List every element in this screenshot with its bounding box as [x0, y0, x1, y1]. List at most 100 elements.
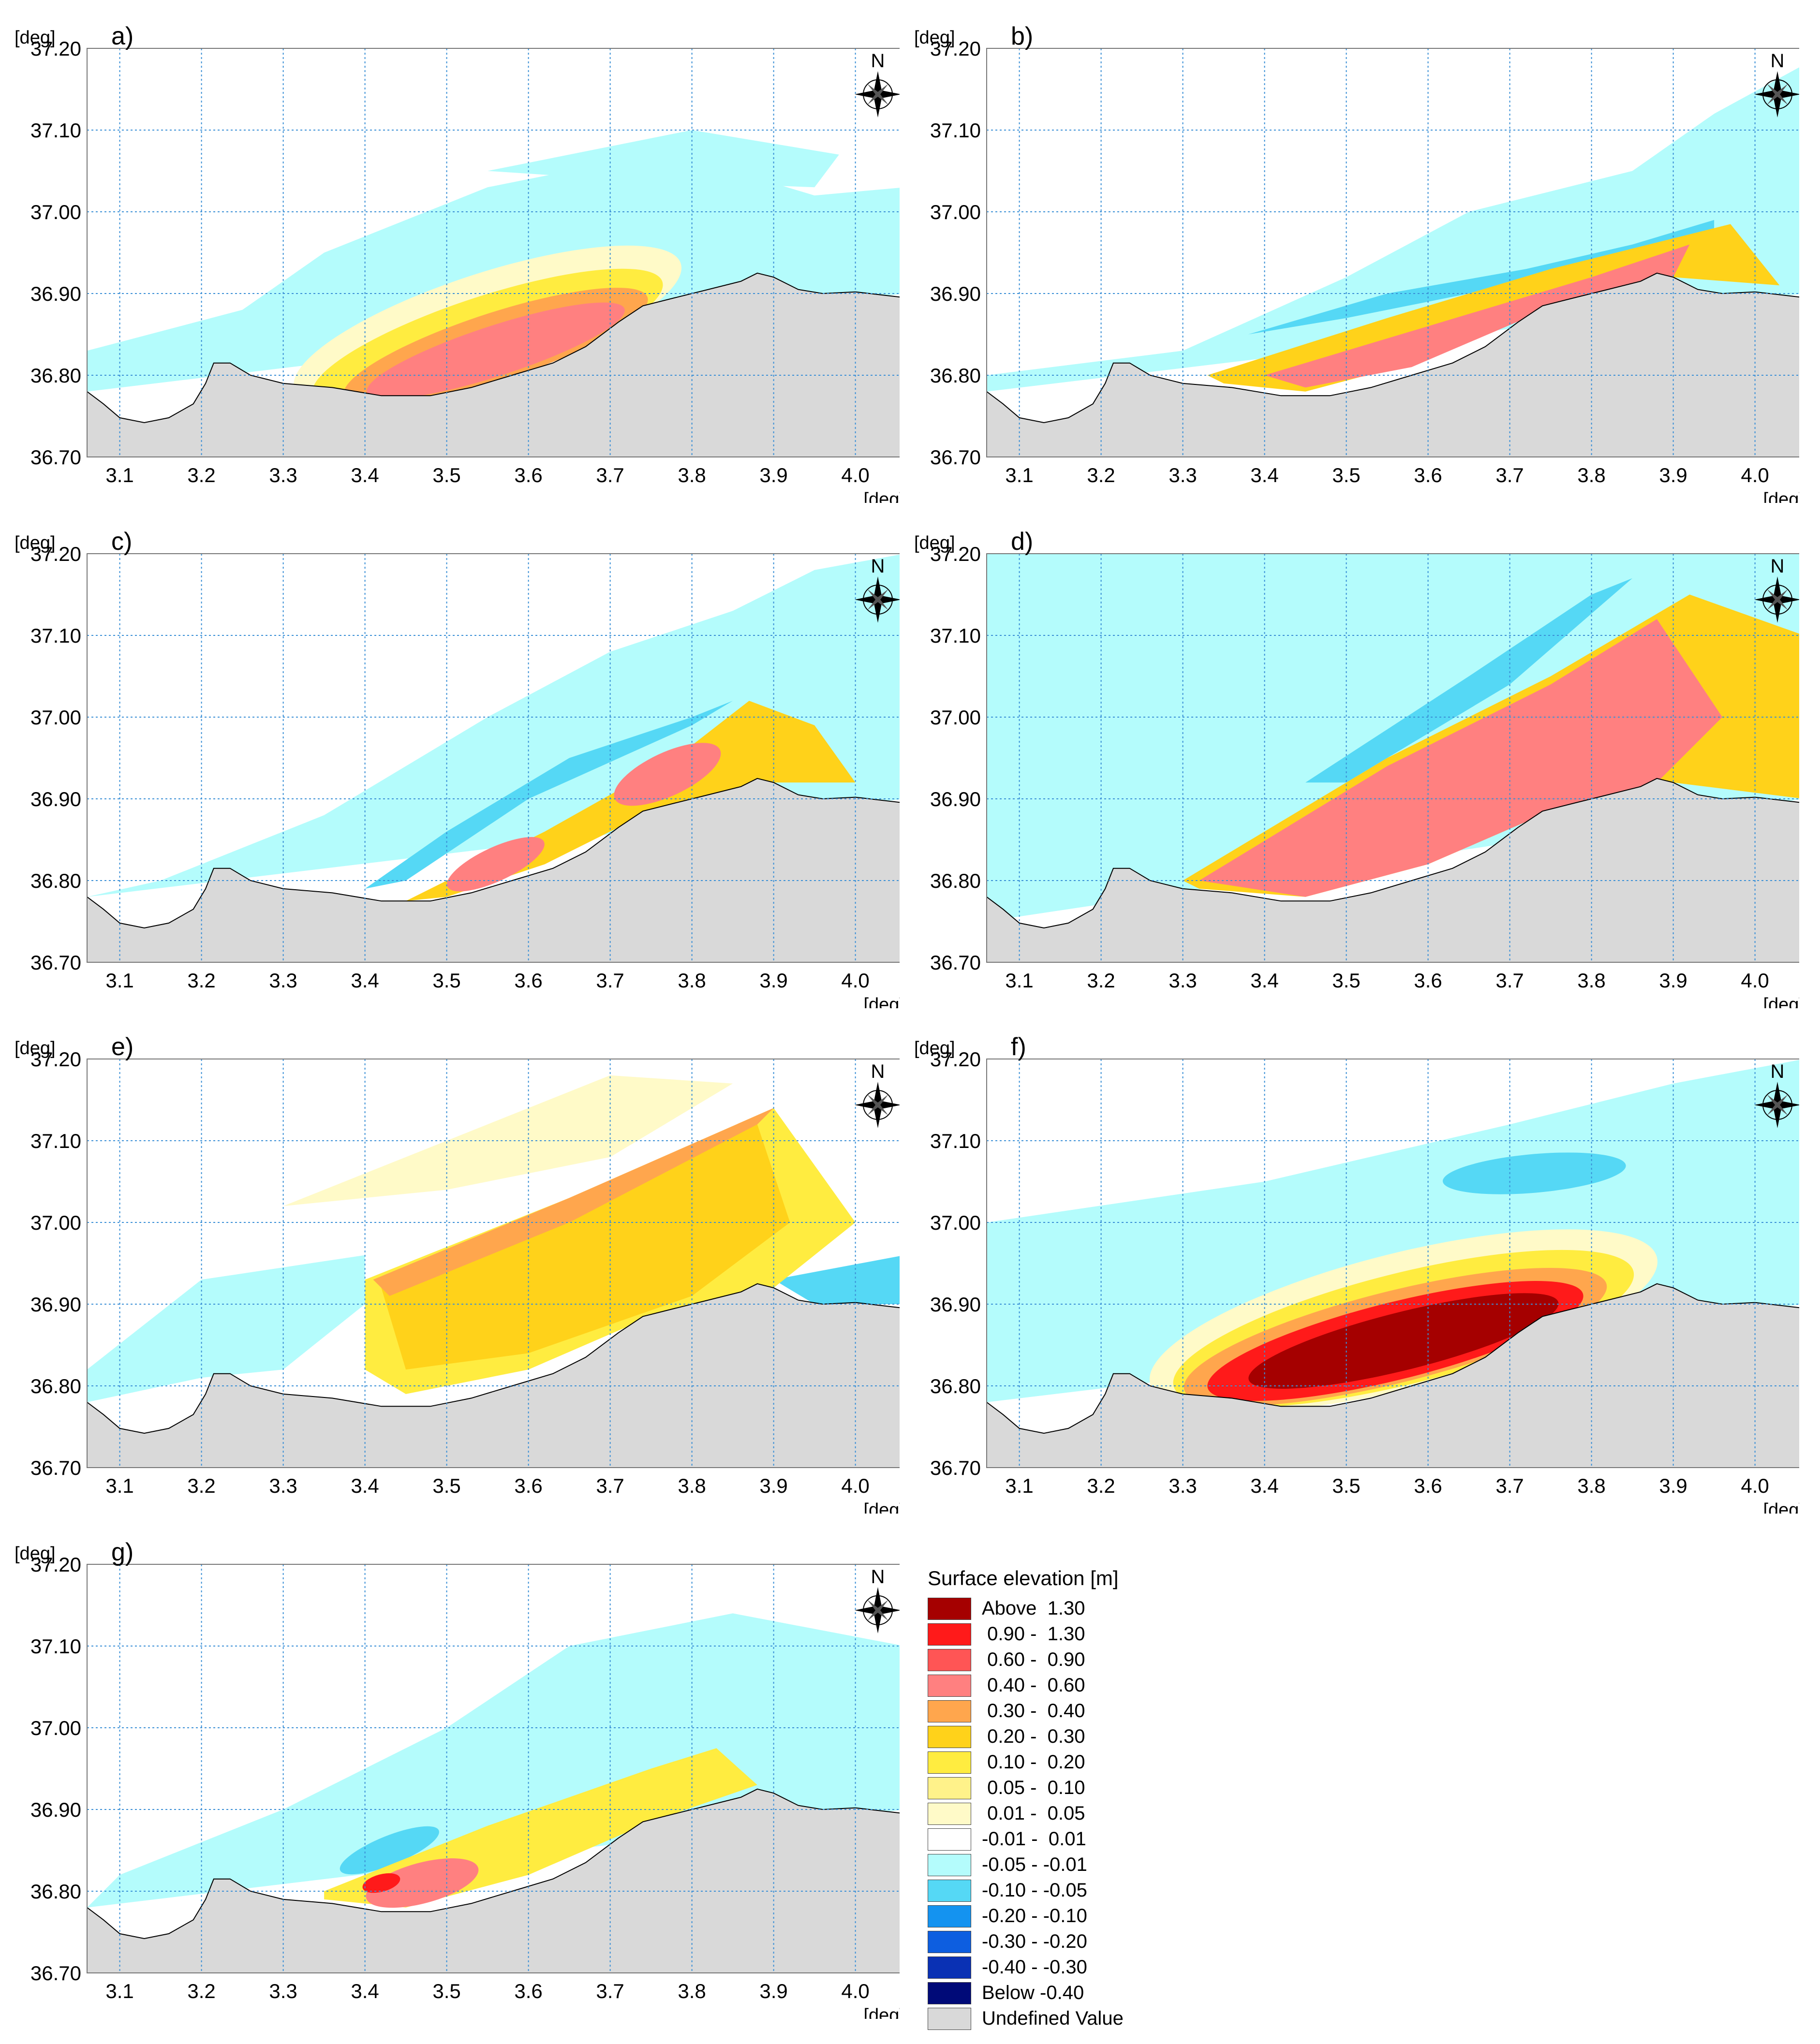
y-tick-label: 37.20 — [30, 1048, 81, 1071]
y-axis-unit: [deg] — [15, 533, 56, 553]
legend-item: -0.20 - -0.10 — [928, 1903, 1199, 1929]
y-tick-label: 36.70 — [930, 951, 981, 974]
x-tick-label: 3.8 — [678, 1474, 706, 1497]
map-plot-area — [987, 48, 1799, 457]
x-tick-label: 3.8 — [678, 1980, 706, 2002]
x-axis-unit: [deg] — [863, 995, 900, 1008]
x-axis-unit: [deg] — [863, 489, 900, 503]
map-panel: [deg] g) 37.20 37.10 37.00 36.90 36.80 36.70 3.1… — [0, 1516, 900, 2019]
compass-north-label: N — [871, 1566, 885, 1588]
y-tick-label: 37.00 — [30, 1211, 81, 1234]
x-tick-label: 3.1 — [1005, 969, 1033, 992]
legend-label: Undefined Value — [982, 2008, 1124, 2029]
x-tick-label: 3.7 — [596, 969, 624, 992]
x-tick-label: 3.6 — [514, 969, 542, 992]
legend-label: 0.30 - 0.40 — [982, 1700, 1085, 1721]
legend-swatch — [928, 1802, 971, 1825]
y-tick-label: 37.20 — [30, 37, 81, 60]
anomaly-contour — [447, 837, 545, 892]
x-tick-label: 3.2 — [187, 1980, 215, 2002]
x-tick-label: 3.1 — [1005, 1474, 1033, 1497]
x-tick-label: 3.2 — [1087, 1474, 1115, 1497]
x-tick-label: 4.0 — [841, 1980, 869, 2002]
x-tick-label: 3.8 — [678, 969, 706, 992]
map-svg: [deg] f) 37.20 37.10 37.00 36.90 36.80 36.70 3.1… — [914, 1033, 1799, 1514]
legend-label: -0.05 - -0.01 — [982, 1854, 1087, 1875]
x-axis-unit: [deg] — [1763, 489, 1799, 503]
y-tick-label: 36.80 — [930, 364, 981, 387]
x-axis-unit: [deg] — [1763, 1500, 1799, 1514]
x-tick-label: 3.6 — [514, 1474, 542, 1497]
y-tick-label: 37.10 — [30, 1130, 81, 1152]
land-area — [87, 1788, 900, 1973]
legend-swatch — [928, 1597, 971, 1620]
y-axis-unit: [deg] — [15, 28, 56, 48]
legend-item: -0.10 - -0.05 — [928, 1878, 1199, 1903]
map-plot-area — [87, 554, 900, 962]
plot-frame — [87, 553, 900, 963]
map-panel: [deg] a) 37.20 37.10 37.00 36.90 36.80 36.70 3.1… — [0, 0, 900, 503]
compass-north-label: N — [1771, 1061, 1785, 1082]
legend-item: -0.30 - -0.20 — [928, 1929, 1199, 1955]
compass-north-label: N — [1771, 50, 1785, 72]
legend-swatch — [928, 1700, 971, 1722]
land-area — [87, 1283, 900, 1468]
map-svg: [deg] b) 37.20 37.10 37.00 36.90 36.80 36.70 3.1… — [914, 22, 1799, 503]
x-tick-label: 3.2 — [187, 464, 215, 486]
plot-frame — [87, 48, 900, 457]
plot-frame — [87, 1564, 900, 1973]
y-tick-label: 37.00 — [930, 1211, 981, 1234]
anomaly-contour — [362, 1873, 400, 1893]
compass-rose-icon — [855, 1587, 900, 1633]
x-tick-label: 3.1 — [1005, 464, 1033, 486]
legend-label: Below -0.40 — [982, 1982, 1084, 2003]
legend-item: 0.60 - 0.90 — [928, 1647, 1199, 1673]
legend-item: -0.40 - -0.30 — [928, 1955, 1199, 1980]
panel-label: d) — [1011, 528, 1033, 556]
x-axis-unit: [deg] — [1763, 995, 1799, 1008]
y-tick-label: 36.80 — [930, 869, 981, 892]
x-tick-label: 3.4 — [1250, 969, 1278, 992]
compass-rose-icon — [855, 576, 900, 623]
legend-swatch — [928, 1751, 971, 1774]
map-svg: [deg] d) 37.20 37.10 37.00 36.90 36.80 36.70 3.1… — [914, 528, 1799, 1008]
legend-title: Surface elevation [m] — [928, 1567, 1119, 1589]
x-tick-label: 3.6 — [514, 464, 542, 486]
y-tick-label: 36.70 — [30, 1962, 81, 1985]
legend-label: -0.01 - 0.01 — [982, 1828, 1086, 1850]
map-plot-area — [87, 1564, 900, 1973]
x-tick-label: 3.2 — [1087, 969, 1115, 992]
x-tick-label: 3.1 — [105, 1474, 133, 1497]
land-area — [987, 272, 1799, 457]
x-tick-label: 3.8 — [1577, 464, 1605, 486]
y-tick-label: 37.00 — [30, 706, 81, 729]
x-tick-label: 3.9 — [1659, 464, 1687, 486]
x-tick-label: 3.2 — [1087, 464, 1115, 486]
map-panel: [deg] f) 37.20 37.10 37.00 36.90 36.80 36.70 3.1… — [900, 1011, 1799, 1514]
x-tick-label: 3.2 — [187, 969, 215, 992]
negative-anomaly-region — [87, 1255, 365, 1402]
negative-anomaly-region — [340, 1826, 439, 1875]
y-tick-label: 37.00 — [930, 706, 981, 729]
x-tick-label: 3.7 — [596, 1474, 624, 1497]
map-svg: [deg] c) 37.20 37.10 37.00 36.90 36.80 36.70 3.1… — [15, 528, 900, 1008]
x-tick-label: 3.8 — [1577, 969, 1605, 992]
legend-swatch — [928, 2007, 971, 2030]
x-tick-label: 3.3 — [269, 969, 297, 992]
y-tick-label: 36.90 — [30, 1798, 81, 1821]
x-tick-label: 3.8 — [678, 464, 706, 486]
x-tick-label: 3.2 — [187, 1474, 215, 1497]
anomaly-contour — [381, 1124, 790, 1370]
legend-swatch — [928, 1674, 971, 1697]
x-tick-label: 3.9 — [759, 1980, 787, 2002]
compass-rose-icon — [1754, 576, 1799, 623]
compass-north-label: N — [1771, 556, 1785, 577]
x-tick-label: 3.6 — [1414, 969, 1442, 992]
compass-north-label: N — [871, 556, 885, 577]
map-svg: [deg] e) 37.20 37.10 37.00 36.90 36.80 36.70 3.1… — [15, 1033, 900, 1514]
x-tick-label: 3.7 — [596, 1980, 624, 2002]
anomaly-contour — [366, 1858, 479, 1908]
map-panel: [deg] d) 37.20 37.10 37.00 36.90 36.80 36.70 3.1… — [900, 505, 1799, 1008]
y-axis-unit: [deg] — [914, 533, 955, 553]
y-axis-unit: [deg] — [914, 28, 955, 48]
